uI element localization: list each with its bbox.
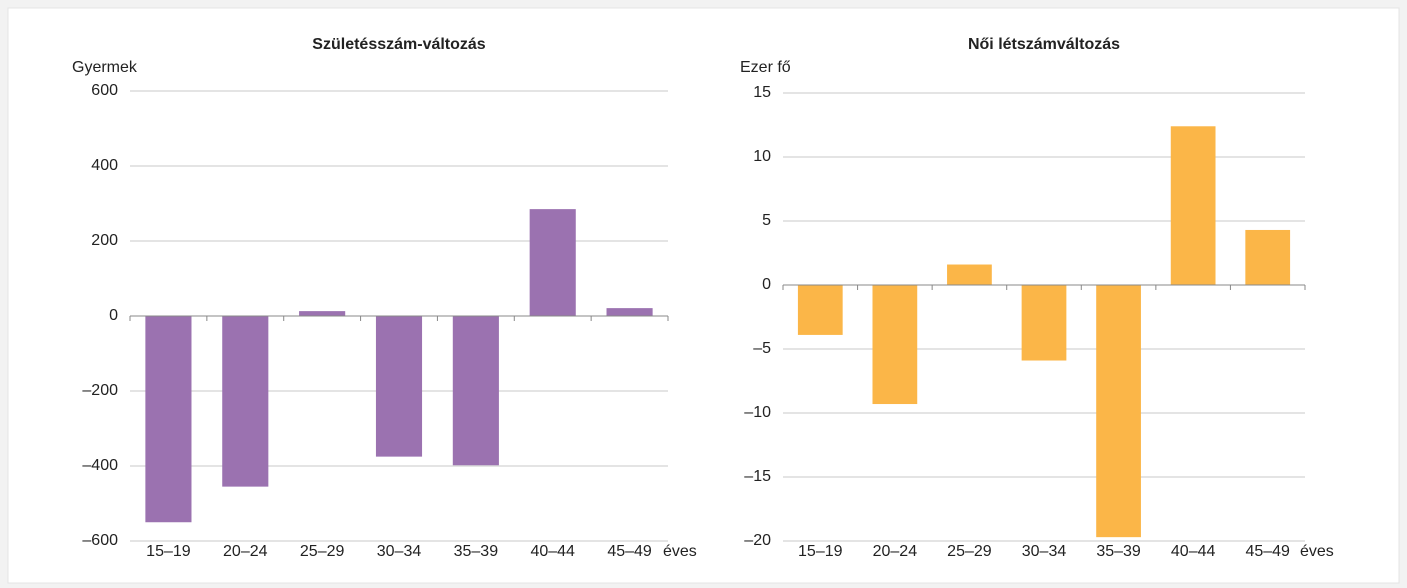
bar bbox=[1245, 229, 1291, 285]
y-tick-label: –5 bbox=[753, 340, 771, 357]
y-tick-label: 0 bbox=[762, 276, 771, 293]
bar bbox=[797, 285, 843, 335]
panel bbox=[7, 7, 1400, 584]
bar bbox=[299, 311, 346, 316]
x-tick-label: 40–44 bbox=[530, 543, 575, 560]
y-tick-label: –15 bbox=[744, 468, 771, 485]
x-tick-label: 40–44 bbox=[1171, 543, 1216, 560]
y-axis-label: Gyermek bbox=[72, 59, 138, 76]
x-tick-label: 20–24 bbox=[873, 543, 918, 560]
x-tick-label: 30–34 bbox=[1022, 543, 1067, 560]
x-tick-label: 25–29 bbox=[947, 543, 992, 560]
y-tick-label: 5 bbox=[762, 212, 771, 229]
bar bbox=[529, 209, 576, 316]
x-axis-label: éves bbox=[663, 543, 697, 560]
y-tick-label: 15 bbox=[753, 84, 771, 101]
bar bbox=[872, 285, 918, 405]
x-tick-label: 35–39 bbox=[454, 543, 499, 560]
bar bbox=[452, 316, 499, 466]
x-tick-label: 15–19 bbox=[146, 543, 191, 560]
bar bbox=[145, 316, 192, 523]
y-tick-label: –20 bbox=[744, 532, 771, 549]
x-tick-label: 45–49 bbox=[1245, 543, 1290, 560]
y-tick-label: –400 bbox=[82, 457, 118, 474]
y-tick-label: 400 bbox=[91, 157, 118, 174]
x-tick-label: 45–49 bbox=[607, 543, 652, 560]
y-tick-label: –200 bbox=[82, 382, 118, 399]
chart-title: Születésszám-változás bbox=[312, 36, 486, 53]
y-tick-label: 10 bbox=[753, 148, 771, 165]
y-tick-label: 200 bbox=[91, 232, 118, 249]
y-axis-label: Ezer fő bbox=[740, 59, 791, 76]
bar bbox=[1170, 126, 1216, 285]
y-tick-label: 0 bbox=[109, 307, 118, 324]
x-tick-label: 15–19 bbox=[798, 543, 843, 560]
x-tick-label: 25–29 bbox=[300, 543, 345, 560]
bar bbox=[1096, 285, 1141, 538]
bar bbox=[375, 316, 423, 457]
bar bbox=[606, 308, 653, 316]
x-tick-label: 35–39 bbox=[1096, 543, 1141, 560]
bar bbox=[222, 316, 269, 487]
bar bbox=[1021, 285, 1067, 361]
chart-title: Női létszámváltozás bbox=[968, 36, 1120, 53]
x-axis-label: éves bbox=[1300, 543, 1334, 560]
x-tick-label: 30–34 bbox=[377, 543, 422, 560]
y-tick-label: 600 bbox=[91, 82, 118, 99]
x-tick-label: 20–24 bbox=[223, 543, 268, 560]
bar bbox=[947, 264, 992, 285]
y-tick-label: –600 bbox=[82, 532, 118, 549]
y-tick-label: –10 bbox=[744, 404, 771, 421]
